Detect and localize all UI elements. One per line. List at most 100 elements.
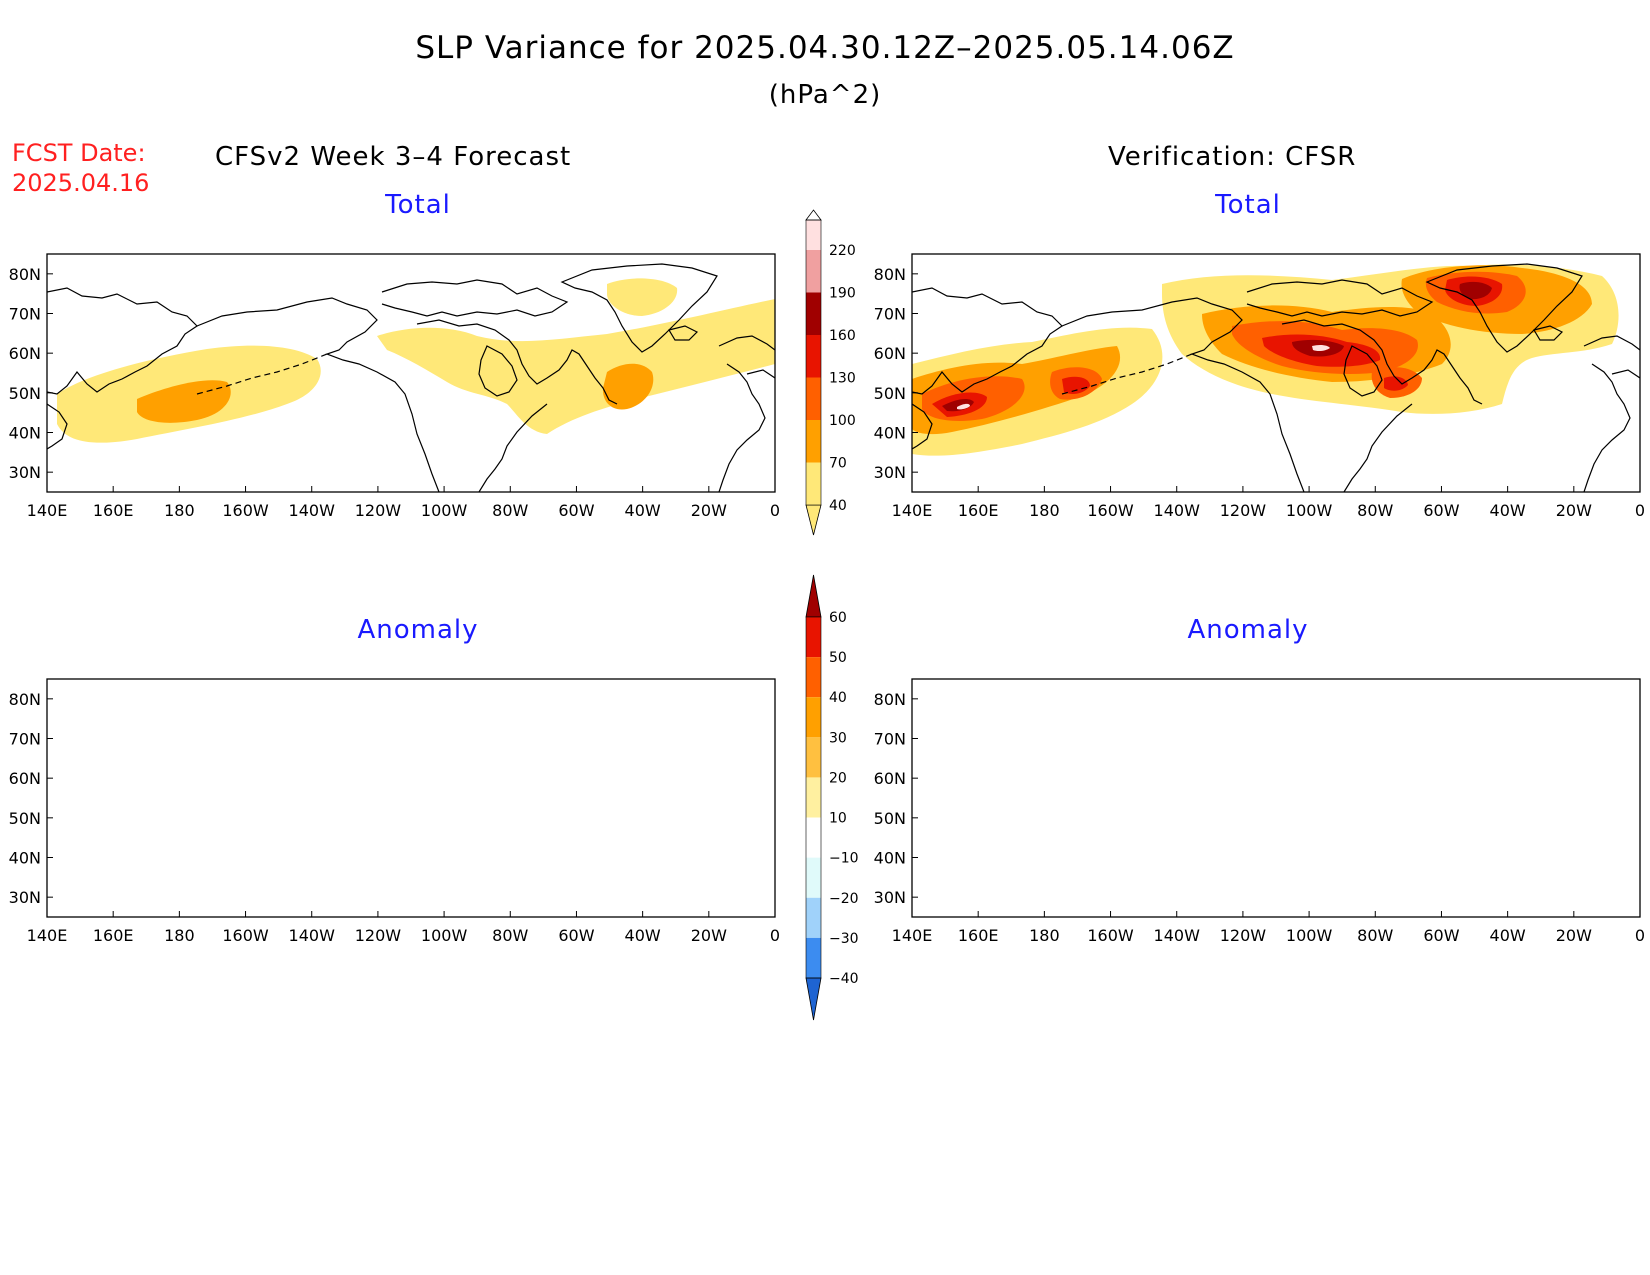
lon-tick-label: 140W	[1154, 501, 1201, 520]
colorbar-swatch	[806, 817, 821, 858]
colorbar-label: 30	[829, 730, 847, 746]
forecast-total-map	[46, 253, 776, 493]
lat-tick-label: 80N	[874, 690, 906, 709]
forecast-header: CFSv2 Week 3–4 Forecast	[215, 142, 572, 172]
colorbar-label: 160	[829, 328, 856, 344]
colorbar-arrow-high	[805, 574, 822, 618]
forecast-anomaly-axes: 140E 160E 180 160W 140W 120W 100W 80W 60W 40W 20W 0…	[9, 690, 780, 945]
fcst-date-value: 2025.04.16	[12, 169, 150, 197]
colorbar-label: 100	[829, 413, 856, 429]
colorbar-swatch	[806, 377, 821, 420]
lon-tick-label: 160W	[1087, 926, 1134, 945]
verification-total-axes: 140E 160E 180 160W 140W 120W 100W 80W 60W 40W 20W 0…	[874, 265, 1645, 520]
lon-tick-label: 100W	[1286, 926, 1333, 945]
lat-tick-label: 80N	[9, 265, 41, 284]
colorbar-arrow-low	[805, 504, 822, 536]
lat-tick-label: 40N	[9, 424, 41, 443]
lat-tick-label: 50N	[874, 809, 906, 828]
lon-tick-label: 40W	[625, 501, 661, 520]
verification-anomaly-map	[911, 678, 1641, 918]
verification-anomaly-title: Anomaly	[1187, 615, 1309, 645]
forecast-anomaly-map	[46, 678, 776, 918]
lon-tick-label: 0	[1635, 926, 1645, 945]
fcst-date-caption: FCST Date:	[12, 139, 146, 167]
lon-tick-label: 0	[770, 926, 780, 945]
lat-tick-label: 50N	[9, 384, 41, 403]
lon-tick-label: 20W	[691, 926, 727, 945]
colorbar-swatch	[806, 250, 821, 293]
lat-tick-label: 60N	[874, 344, 906, 363]
lat-tick-label: 70N	[9, 305, 41, 324]
lat-tick-label: 70N	[874, 305, 906, 324]
lon-tick-label: 120W	[355, 926, 402, 945]
lat-tick-label: 40N	[874, 849, 906, 868]
lon-tick-label: 160W	[1087, 501, 1134, 520]
anomaly-colorbar: 60 50 40 30 20 10 −10 −20 −30 −40	[805, 574, 859, 1021]
forecast-total-title: Total	[385, 190, 451, 220]
total-colorbar: 40 70 100 130 160 190 220	[805, 209, 856, 536]
lon-tick-label: 160E	[958, 501, 999, 520]
colorbar-swatch	[806, 737, 821, 778]
lat-tick-label: 40N	[874, 424, 906, 443]
lon-tick-label: 140E	[892, 926, 933, 945]
colorbar-label: 20	[829, 770, 847, 786]
lon-tick-label: 180	[164, 926, 195, 945]
colorbar-swatch	[806, 697, 821, 738]
lon-tick-label: 140E	[892, 501, 933, 520]
forecast-anomaly-title: Anomaly	[357, 615, 479, 645]
colorbar-label: −20	[829, 891, 859, 907]
lat-tick-label: 50N	[874, 384, 906, 403]
colorbar-arrow-high	[805, 209, 822, 221]
colorbar-swatch	[806, 857, 821, 898]
verification-anomaly-axes: 140E 160E 180 160W 140W 120W 100W 80W 60W 40W 20W 0…	[874, 690, 1645, 945]
lon-tick-label: 140E	[27, 926, 68, 945]
lon-tick-label: 80W	[492, 926, 528, 945]
lon-tick-label: 100W	[421, 926, 468, 945]
verification-header: Verification: CFSR	[1108, 142, 1357, 172]
lon-tick-label: 140W	[289, 926, 336, 945]
lon-tick-label: 40W	[625, 926, 661, 945]
lon-tick-label: 180	[164, 501, 195, 520]
lon-tick-label: 0	[1635, 501, 1645, 520]
lon-tick-label: 180	[1029, 501, 1060, 520]
lon-tick-label: 0	[770, 501, 780, 520]
lat-tick-label: 30N	[874, 463, 906, 482]
colorbar-swatch	[806, 462, 821, 505]
lat-tick-label: 70N	[9, 730, 41, 749]
colorbar-label: 190	[829, 286, 856, 302]
verification-total-title: Total	[1215, 190, 1281, 220]
lat-tick-label: 30N	[874, 888, 906, 907]
colorbar-label: 40	[829, 690, 847, 706]
lon-tick-label: 20W	[1556, 501, 1592, 520]
lon-tick-label: 160E	[958, 926, 999, 945]
colorbar-arrow-low	[805, 977, 822, 1021]
lon-tick-label: 160W	[222, 501, 269, 520]
lon-tick-label: 140W	[289, 501, 336, 520]
colorbar-label: 10	[829, 811, 847, 827]
lon-tick-label: 60W	[1423, 501, 1459, 520]
colorbar-swatch	[806, 657, 821, 698]
colorbar-swatch	[806, 897, 821, 938]
colorbar-swatch	[806, 937, 821, 978]
lat-tick-label: 50N	[9, 809, 41, 828]
lon-tick-label: 40W	[1490, 501, 1526, 520]
colorbar-swatch	[806, 420, 821, 463]
lon-tick-label: 60W	[558, 501, 594, 520]
forecast-total-axes: 140E 160E 180 160W 140W 120W 100W 80W 60W 40W 20W 0…	[9, 265, 780, 520]
lon-tick-label: 20W	[691, 501, 727, 520]
lon-tick-label: 60W	[1423, 926, 1459, 945]
lon-tick-label: 120W	[1220, 501, 1267, 520]
lat-tick-label: 40N	[9, 849, 41, 868]
lat-tick-label: 60N	[9, 769, 41, 788]
lon-tick-label: 100W	[421, 501, 468, 520]
colorbar-label: 130	[829, 371, 856, 387]
lon-tick-label: 140E	[27, 501, 68, 520]
colorbar-label: 220	[829, 243, 856, 259]
colorbar-swatch	[806, 220, 821, 250]
lon-tick-label: 160W	[222, 926, 269, 945]
lat-tick-label: 60N	[9, 344, 41, 363]
lat-tick-label: 30N	[9, 888, 41, 907]
colorbar-label: 50	[829, 650, 847, 666]
lon-tick-label: 120W	[1220, 926, 1267, 945]
lat-tick-label: 70N	[874, 730, 906, 749]
